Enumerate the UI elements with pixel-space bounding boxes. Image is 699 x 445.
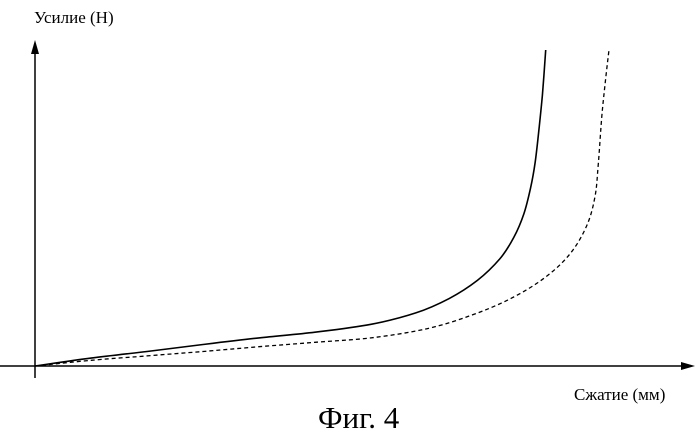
series-line-solid [35,50,546,366]
figure-caption: Фиг. 4 [318,402,399,433]
series-line-dashed [35,50,609,366]
y-axis-label: Усилие (Н) [34,9,114,26]
x-axis-label: Сжатие (мм) [574,386,665,403]
y-axis-arrow-icon [31,40,39,54]
x-axis-arrow-icon [681,362,695,370]
series-layer [35,50,609,366]
